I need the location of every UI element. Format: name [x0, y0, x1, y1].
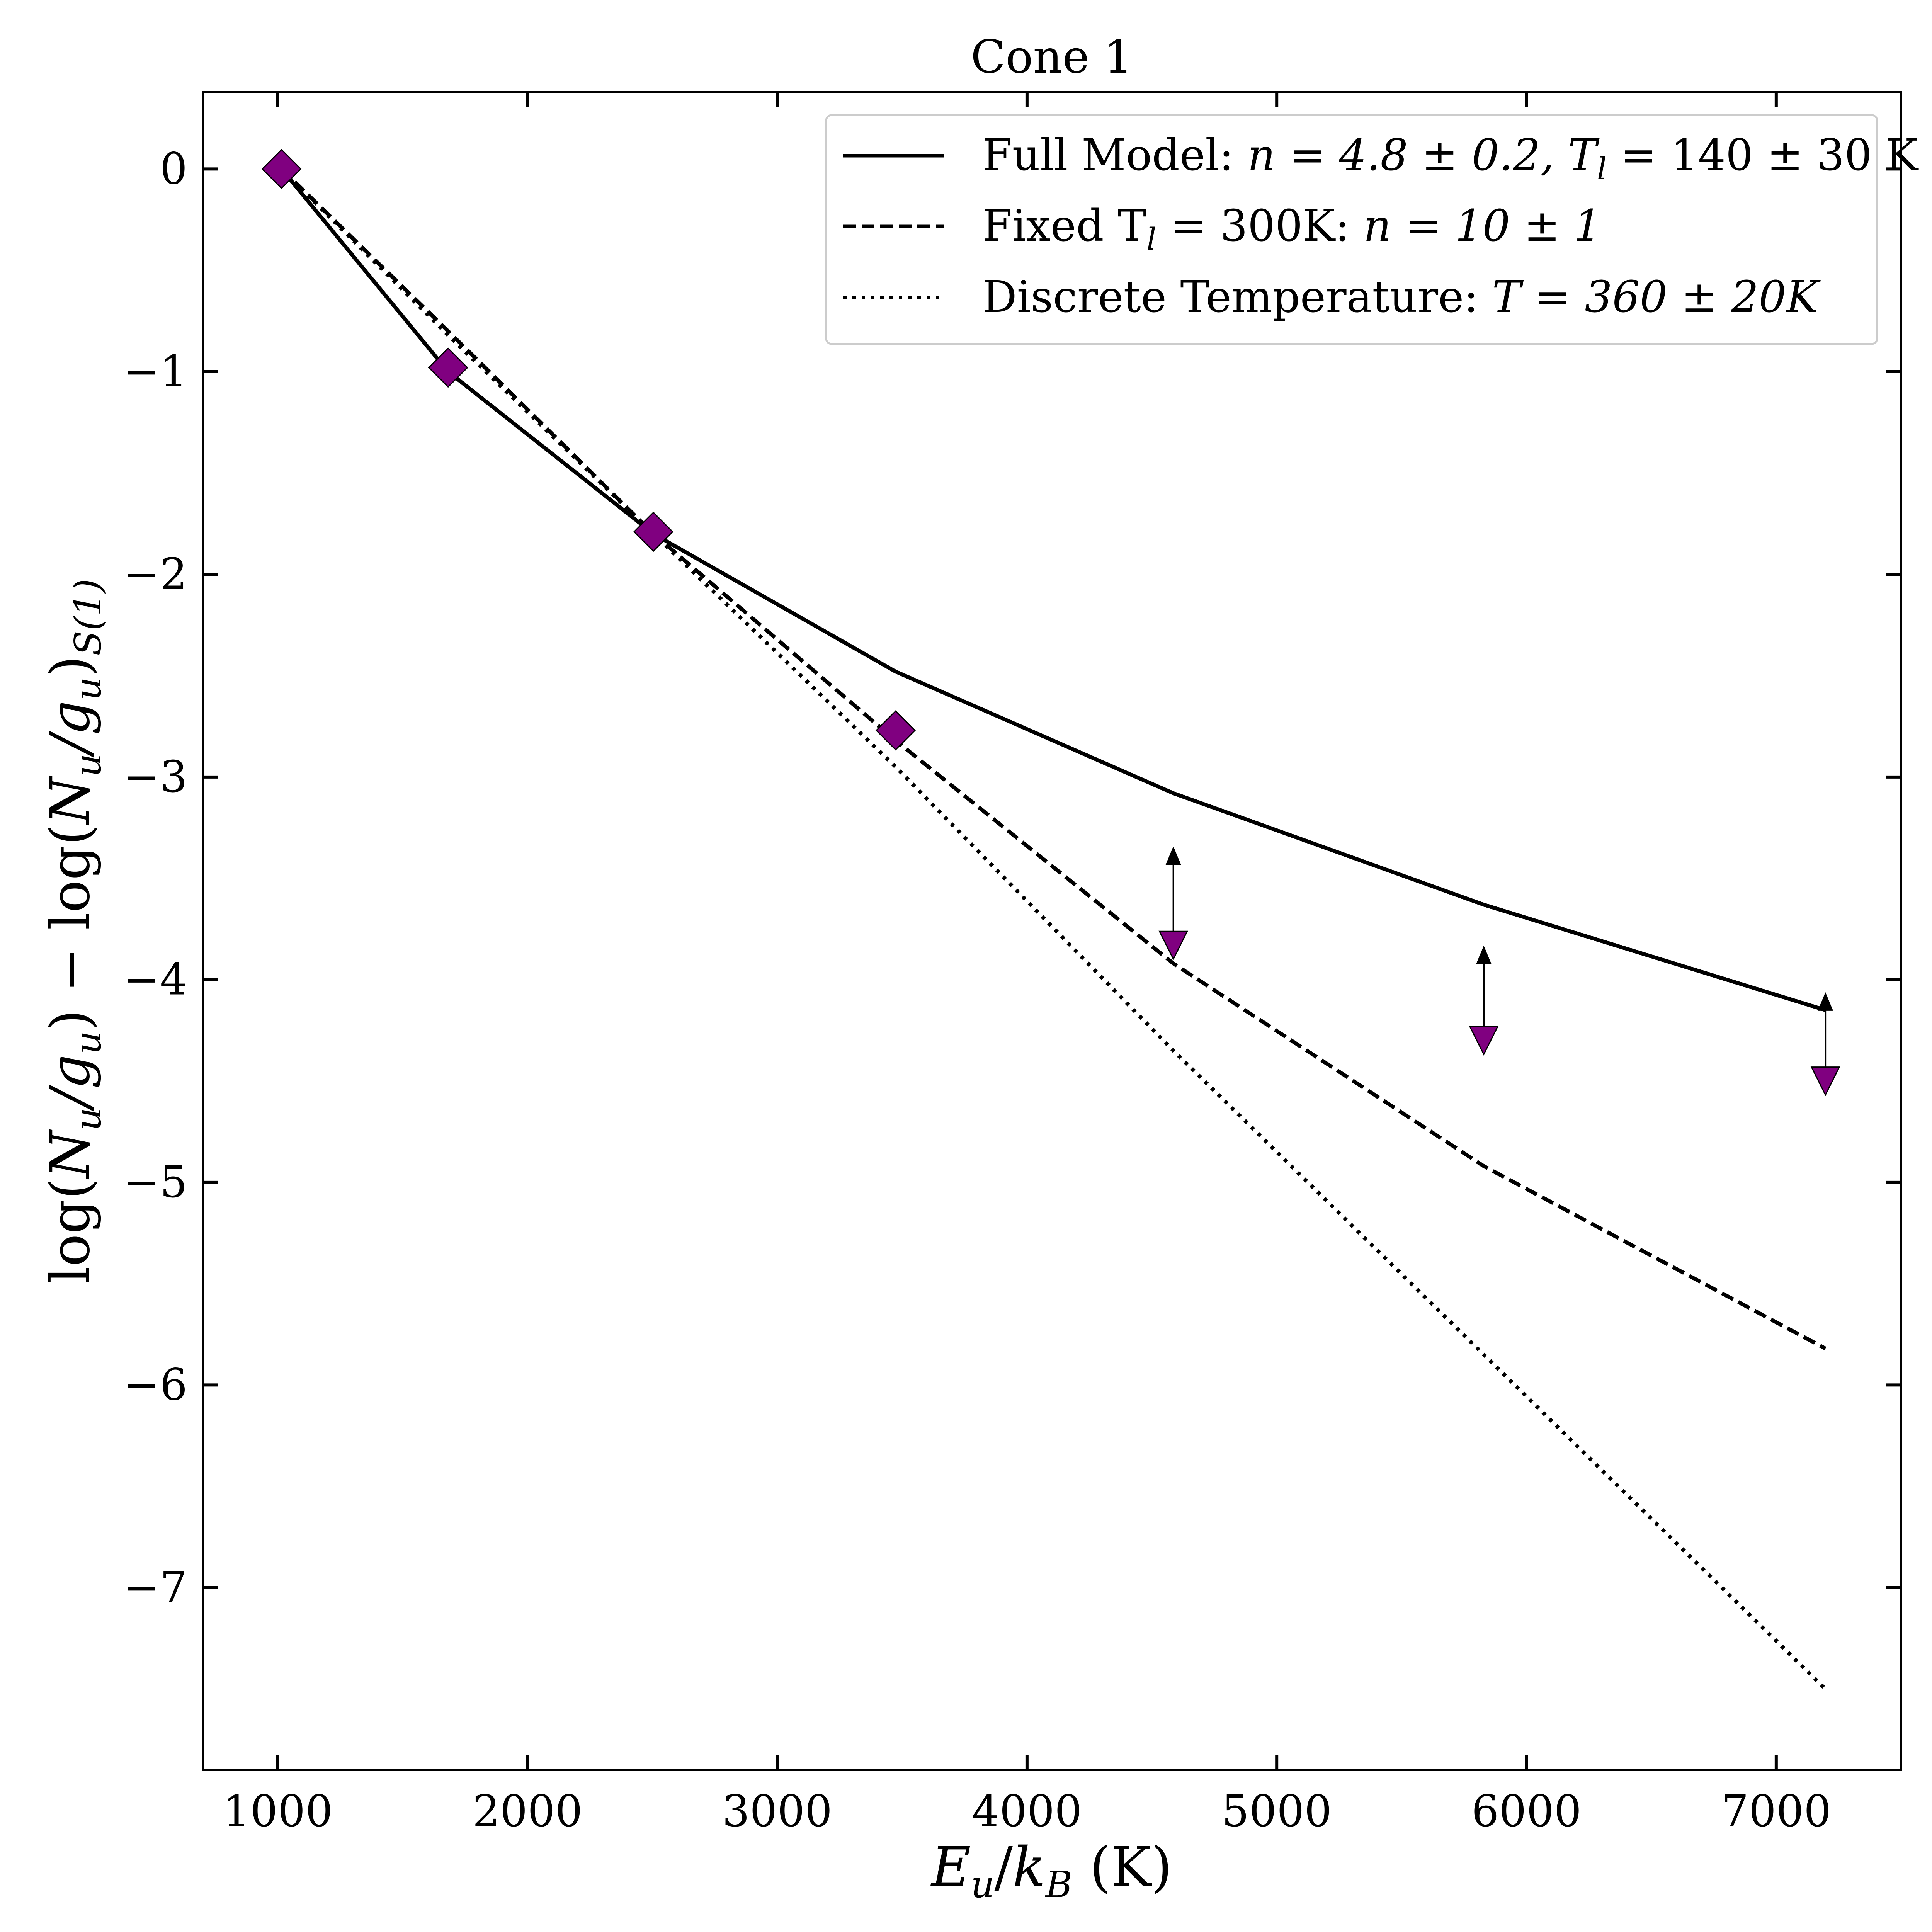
legend-label-discrete-temp: Discrete Temperature: T = 360 ± 20K	[982, 272, 1821, 322]
y-tick-label: −7	[124, 1563, 187, 1613]
limit-arrow-head-up	[1165, 846, 1181, 865]
y-tick-label: −4	[124, 954, 187, 1005]
upper-limit-marker	[1810, 1066, 1840, 1096]
limit-arrow-head-up	[1818, 992, 1833, 1011]
y-tick-label: −3	[124, 752, 187, 802]
x-tick-label: 6000	[1471, 1786, 1582, 1837]
series-line-dotted	[280, 167, 1827, 1690]
x-tick-label: 3000	[722, 1786, 832, 1837]
y-axis-label: log(Nu/gu) − log(Nu/gu)S(1)	[39, 578, 109, 1284]
data-markers	[261, 149, 1840, 1096]
x-tick-label: 4000	[972, 1786, 1082, 1837]
legend-box	[825, 114, 1878, 345]
x-axis-label: Eu/kB (K)	[930, 1836, 1172, 1906]
y-tick-label: 0	[160, 144, 187, 194]
plot-frame	[202, 91, 1902, 1771]
x-tick-label: 7000	[1721, 1786, 1831, 1837]
y-tick-label: −2	[124, 549, 187, 599]
data-point-diamond	[261, 149, 302, 189]
tick-labels: 1000 2000 3000 4000 5000 6000 7000 0 −1 −2 −3 −4 −5 −…	[124, 144, 1831, 1837]
data-point-diamond	[875, 710, 916, 751]
upper-limit-marker	[1158, 930, 1189, 961]
data-point-diamond	[633, 512, 674, 552]
x-tick-label: 1000	[223, 1786, 333, 1837]
x-tick-label: 2000	[473, 1786, 583, 1837]
upper-limit-marker	[1469, 1026, 1499, 1056]
limit-arrow-head-up	[1476, 946, 1492, 964]
legend: Full Model: n = 4.8 ± 0.2, Tl = 140 ± 30…	[825, 114, 1919, 345]
x-tick-label: 5000	[1222, 1786, 1332, 1837]
y-tick-label: −1	[124, 347, 187, 397]
legend-label-fixed-tl: Fixed Tl = 300K: n = 10 ± 1	[982, 201, 1601, 257]
legend-label-full-model: Full Model: n = 4.8 ± 0.2, Tl = 140 ± 30…	[982, 130, 1919, 187]
tick-marks	[203, 92, 1901, 1770]
data-point-diamond	[428, 347, 468, 388]
chart-title: Cone 1	[971, 30, 1133, 83]
y-tick-label: −6	[124, 1360, 187, 1410]
y-tick-label: −5	[124, 1157, 187, 1208]
